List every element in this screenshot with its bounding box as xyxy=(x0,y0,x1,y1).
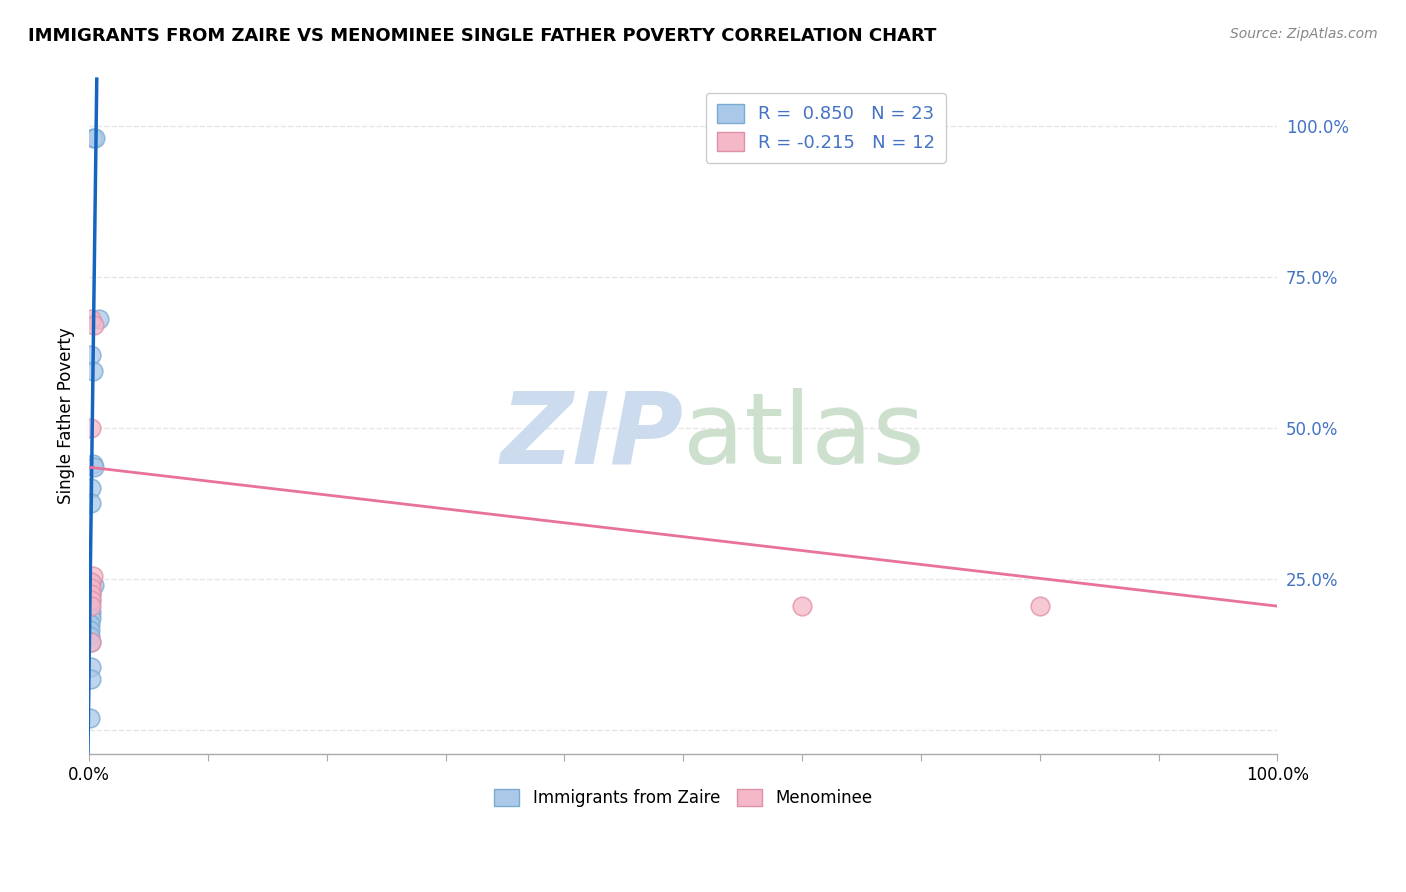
Text: IMMIGRANTS FROM ZAIRE VS MENOMINEE SINGLE FATHER POVERTY CORRELATION CHART: IMMIGRANTS FROM ZAIRE VS MENOMINEE SINGL… xyxy=(28,27,936,45)
Point xyxy=(80,611,103,625)
Point xyxy=(80,672,103,686)
Point xyxy=(83,460,105,475)
Point xyxy=(79,711,101,725)
Point xyxy=(80,635,103,649)
Point xyxy=(80,605,103,619)
Point xyxy=(80,599,103,614)
Point xyxy=(83,578,105,592)
Y-axis label: Single Father Poverty: Single Father Poverty xyxy=(58,327,75,504)
Point xyxy=(80,574,103,589)
Point xyxy=(80,593,103,607)
Point xyxy=(80,659,103,673)
Text: atlas: atlas xyxy=(683,388,925,484)
Point xyxy=(80,593,103,607)
Point xyxy=(80,574,103,589)
Point xyxy=(79,599,101,614)
Point xyxy=(80,635,103,649)
Point xyxy=(80,496,103,510)
Point xyxy=(82,131,104,145)
Point xyxy=(1029,599,1052,614)
Point xyxy=(79,617,101,632)
Text: Source: ZipAtlas.com: Source: ZipAtlas.com xyxy=(1230,27,1378,41)
Point xyxy=(80,421,103,435)
Point xyxy=(82,457,104,471)
Text: ZIP: ZIP xyxy=(501,388,683,484)
Point xyxy=(80,581,103,595)
Point xyxy=(80,348,103,362)
Point xyxy=(84,131,107,145)
Point xyxy=(87,312,110,326)
Point xyxy=(80,587,103,601)
Point xyxy=(79,624,101,638)
Legend: Immigrants from Zaire, Menominee: Immigrants from Zaire, Menominee xyxy=(488,782,879,814)
Point xyxy=(82,363,104,377)
Point xyxy=(83,318,105,333)
Point xyxy=(80,587,103,601)
Point xyxy=(80,312,103,326)
Point xyxy=(80,481,103,495)
Point xyxy=(82,569,104,583)
Point xyxy=(79,629,101,643)
Point xyxy=(790,599,813,614)
